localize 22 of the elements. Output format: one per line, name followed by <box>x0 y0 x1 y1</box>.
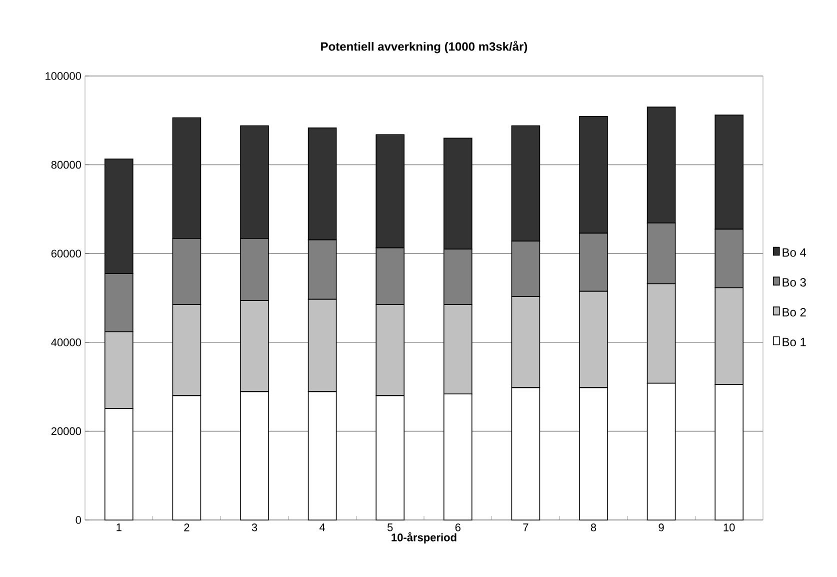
y-tick-label: 40000 <box>51 338 82 346</box>
x-axis-title: 10-årsperiod <box>392 532 456 544</box>
x-tick-label: 6 <box>455 524 460 532</box>
x-tick-label: 1 <box>116 524 122 532</box>
x-tick-label: 9 <box>658 524 664 532</box>
y-tick-label: 20000 <box>51 427 82 436</box>
x-tick-label: 2 <box>184 524 190 532</box>
x-tick-label: 8 <box>590 524 596 532</box>
x-tick-label: 7 <box>523 524 528 532</box>
legend-label: Bo 4 <box>782 248 806 257</box>
y-tick-label: 0 <box>76 516 82 524</box>
legend-label: Bo 1 <box>782 338 806 346</box>
y-tick-label: 100000 <box>46 72 82 80</box>
x-tick-label: 5 <box>387 524 393 532</box>
x-tick-label: 10 <box>724 524 735 532</box>
chart-title: Potentiell avverkning (1000 m3sk/år) <box>321 40 528 54</box>
x-tick-label: 4 <box>319 524 326 532</box>
x-tick-label: 3 <box>252 524 258 532</box>
y-tick-label: 60000 <box>51 250 82 258</box>
legend-label: Bo 2 <box>782 308 806 316</box>
legend-label: Bo 3 <box>782 278 806 287</box>
y-tick-label: 80000 <box>51 160 82 169</box>
